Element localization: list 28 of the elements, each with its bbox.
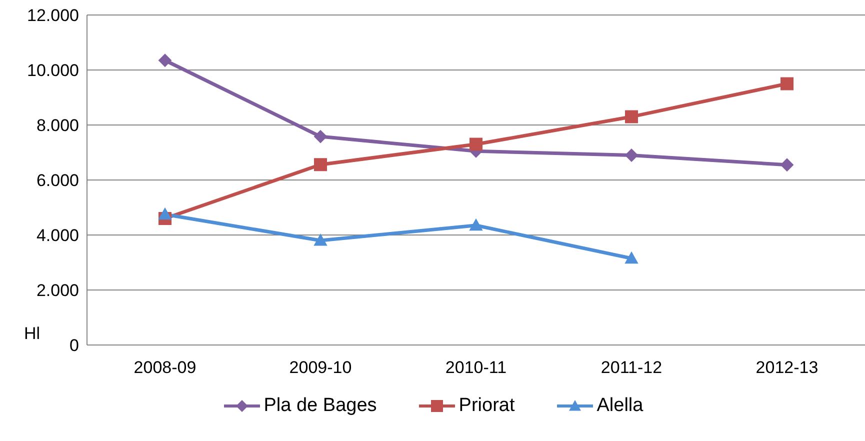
y-axis-title: Hl xyxy=(24,324,40,343)
point xyxy=(314,234,327,246)
legend-label: Pla de Bages xyxy=(264,395,377,417)
x-tick-label: 2011-12 xyxy=(600,358,662,378)
point xyxy=(158,208,172,220)
y-tick-label: 0 xyxy=(70,336,79,356)
legend-label: Priorat xyxy=(458,395,515,417)
point xyxy=(625,148,638,162)
point xyxy=(625,252,638,264)
point xyxy=(470,218,482,231)
point xyxy=(470,138,482,151)
y-tick-label: 10.000 xyxy=(27,61,79,80)
point xyxy=(780,158,794,172)
y-tick-label: 12.000 xyxy=(27,6,79,26)
x-tick-label: 2010-11 xyxy=(445,358,507,378)
y-tick-label: 4.000 xyxy=(36,226,79,246)
y-tick-label: 6.000 xyxy=(36,171,79,190)
point xyxy=(314,158,327,172)
point xyxy=(158,54,172,67)
x-tick-label: 2008-09 xyxy=(134,358,196,378)
point xyxy=(314,130,327,144)
y-tick-label: 8.000 xyxy=(36,116,79,136)
point xyxy=(625,110,638,124)
x-tick-label: 2009-10 xyxy=(289,358,352,378)
point xyxy=(780,77,794,90)
legend-label: Alella xyxy=(596,395,644,417)
x-tick-label: 2012-13 xyxy=(756,358,818,378)
y-tick-label: 2.000 xyxy=(36,281,79,300)
